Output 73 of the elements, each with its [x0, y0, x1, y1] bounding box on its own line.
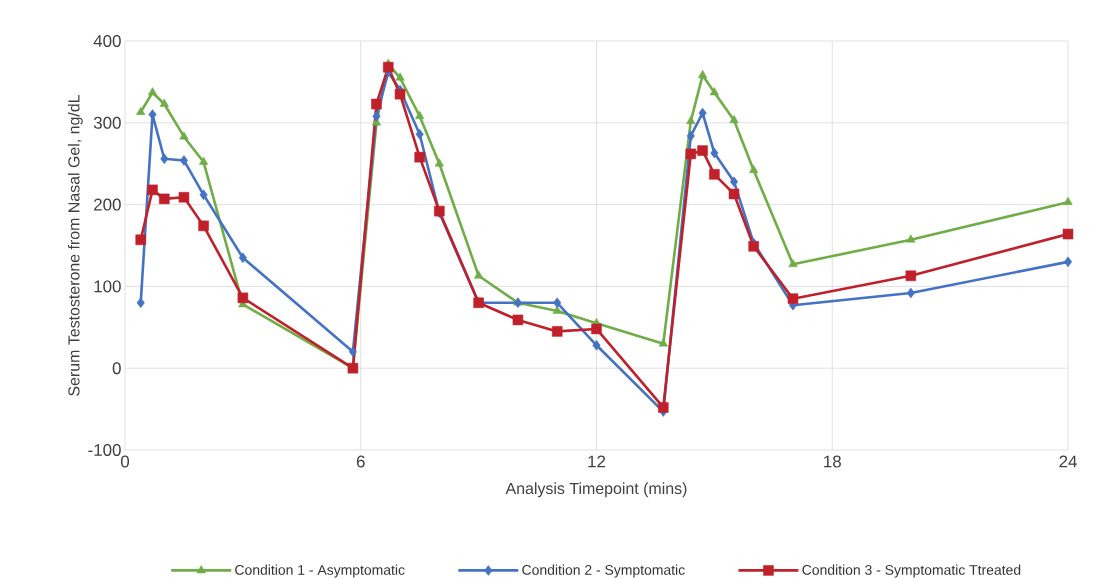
y-tick-label: -100 — [88, 444, 121, 456]
point — [136, 106, 146, 115]
point — [135, 234, 146, 246]
point — [697, 145, 708, 156]
point — [553, 297, 562, 309]
legend-label: Condition 2 - Symptomatic — [522, 564, 685, 578]
point — [685, 148, 697, 160]
point — [160, 153, 169, 165]
point — [710, 147, 719, 159]
point — [198, 220, 209, 232]
point — [199, 156, 209, 165]
point — [729, 115, 739, 124]
point — [237, 292, 249, 304]
point — [728, 188, 740, 200]
legend-label: Condition 3 - Symptomatic Ttreated — [802, 564, 1021, 578]
point — [395, 72, 405, 81]
y-tick-label: 100 — [94, 280, 121, 293]
point — [905, 270, 917, 282]
point — [592, 340, 601, 351]
point — [709, 169, 720, 180]
point — [591, 323, 602, 335]
point — [906, 287, 915, 299]
point — [698, 70, 708, 79]
point — [1063, 196, 1073, 205]
point — [658, 338, 668, 347]
x-tick-label: 6 — [356, 455, 365, 468]
point — [749, 164, 759, 173]
point — [474, 270, 484, 279]
point — [788, 259, 798, 268]
point — [1064, 256, 1073, 268]
point — [348, 346, 357, 358]
point — [147, 87, 158, 96]
x-axis-title: Analysis Timepoint (mins) — [505, 482, 687, 498]
point — [415, 129, 424, 140]
point — [179, 155, 188, 166]
point — [551, 326, 563, 337]
point — [1062, 228, 1074, 240]
point — [787, 293, 799, 304]
x-tick-label: 24 — [1059, 455, 1077, 468]
point — [383, 61, 394, 73]
point — [178, 191, 190, 203]
point — [434, 158, 444, 167]
point — [748, 241, 759, 252]
point — [179, 131, 189, 140]
point — [238, 252, 247, 264]
x-tick-label: 0 — [120, 455, 130, 468]
y-tick-label: 400 — [93, 35, 121, 47]
y-tick-label: 300 — [93, 116, 121, 129]
point — [414, 151, 425, 163]
point — [686, 130, 695, 142]
point — [709, 87, 719, 96]
point — [730, 176, 739, 187]
point — [159, 98, 169, 107]
point — [371, 98, 382, 110]
point — [136, 297, 145, 309]
x-tick-label: 12 — [588, 455, 606, 468]
point — [147, 184, 158, 196]
point — [199, 189, 208, 201]
point — [906, 234, 916, 243]
point — [686, 115, 696, 124]
point — [159, 193, 170, 205]
point — [658, 402, 669, 413]
point — [394, 88, 406, 100]
point — [552, 305, 562, 314]
point — [512, 314, 524, 326]
y-axis-title: Serum Testosterone from Nasal Gel, ng/dL — [67, 95, 83, 396]
point — [698, 107, 707, 119]
x-tick-label: 18 — [824, 455, 841, 468]
y-tick-label: 200 — [94, 198, 121, 211]
y-tick-label: 0 — [112, 362, 121, 375]
point — [372, 111, 381, 122]
legend-label: Condition 1 - Asymptomatic — [235, 564, 405, 578]
point — [415, 111, 425, 119]
